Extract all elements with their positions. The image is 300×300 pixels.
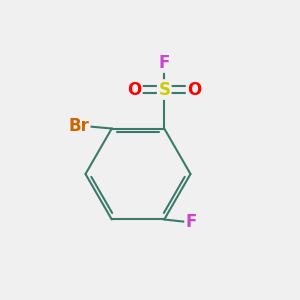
Text: F: F [186, 214, 197, 232]
Text: O: O [127, 80, 141, 98]
Text: F: F [159, 53, 170, 71]
Text: S: S [158, 80, 170, 98]
Text: Br: Br [68, 116, 89, 134]
Text: O: O [187, 80, 201, 98]
